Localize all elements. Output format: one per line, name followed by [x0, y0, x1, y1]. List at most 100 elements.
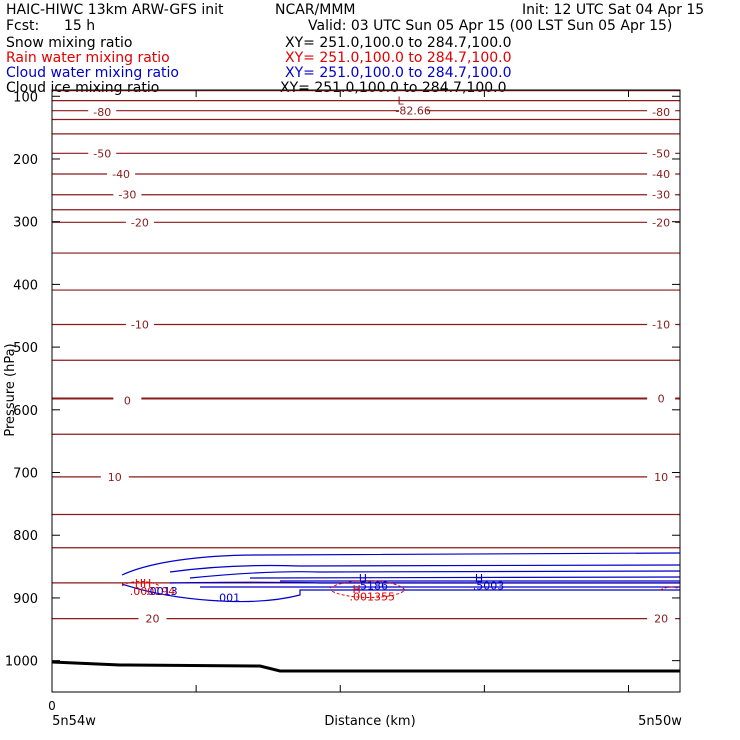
- header-init: Init: 12 UTC Sat 04 Apr 15: [522, 2, 705, 18]
- isotherm-line: [51, 617, 681, 620]
- isotherm-line: [51, 109, 681, 112]
- contour-label-bg: [125, 318, 154, 331]
- contour-label-bg: [88, 105, 117, 118]
- isotherm-line: [51, 323, 681, 326]
- isotherm-label: -40: [112, 168, 130, 181]
- x-zero-label: 0: [48, 699, 56, 713]
- y-tick-label: 100: [13, 90, 38, 105]
- y-tick-label: 300: [13, 216, 38, 231]
- field-name-cloud-water: Cloud water mixing ratio: [6, 65, 179, 81]
- field-name-cloud-ice: Cloud ice mixing ratio: [6, 80, 160, 96]
- isotherm-label: -80: [93, 106, 111, 119]
- contour-label-bg: [113, 188, 142, 201]
- isotherm-label: -50: [652, 147, 670, 160]
- rain-water-contours: [121, 580, 681, 598]
- isotherm-label: -30: [118, 189, 136, 202]
- isotherm-label: -20: [131, 216, 149, 229]
- extremum-label: HH: [135, 577, 152, 590]
- header-valid: Valid: 03 UTC Sun 05 Apr 15 (00 LST Sun …: [308, 18, 673, 34]
- isotherm-line: [51, 289, 681, 292]
- extremum-label: .001: [216, 591, 241, 604]
- isotherm-label: -82.66: [395, 105, 430, 118]
- y-tick-label: 700: [13, 467, 38, 482]
- extremum-label: H: [475, 572, 483, 585]
- y-tick-label: 500: [13, 341, 38, 356]
- field-xy-cloud-water: XY= 251.0,100.0 to 284.7,100.0: [285, 65, 512, 81]
- isotherm-label: -40: [652, 168, 670, 181]
- header-fcst-value: 15 h: [64, 18, 96, 34]
- contour-label-bg: [647, 168, 676, 181]
- contour-label-bg: [113, 394, 142, 407]
- isotherm-label: -80: [652, 106, 670, 119]
- isotherm-line: [51, 546, 681, 549]
- isotherm-line: [51, 152, 681, 155]
- contour-label-bg: [125, 216, 154, 229]
- isotherm-line: [51, 99, 681, 102]
- cloud-contour-1: [169, 564, 681, 573]
- extremum-label: .000194: [130, 585, 176, 598]
- isotherm-label: 20: [654, 613, 668, 626]
- contour-label-bg: [647, 216, 676, 229]
- contour-label-bg: [647, 612, 676, 625]
- isotherm-label: -20: [652, 216, 670, 229]
- cloud-contour-2: [189, 570, 681, 579]
- isotherm-line: [51, 221, 681, 224]
- contour-label-bg: [647, 188, 676, 201]
- x-axis-title: Distance (km): [324, 714, 415, 729]
- header-fcst-label: Fcst:: [6, 18, 40, 34]
- contour-labels: -80 -80-82.66-50 -50-40 -40-30 -30-20 -20-10-…: [88, 95, 676, 626]
- isotherm-line: [51, 252, 681, 255]
- y-axis-title: Pressure (hPa): [3, 343, 18, 436]
- isotherm-label: 0: [124, 394, 131, 407]
- isotherm-label: -50: [93, 147, 111, 160]
- field-xy-snow: XY= 251.0,100.0 to 284.7,100.0: [285, 35, 512, 51]
- contour-label-bg: [647, 105, 676, 118]
- extremum-label: .001355: [350, 591, 396, 604]
- field-xy-rain: XY= 251.0,100.0 to 284.7,100.0: [285, 50, 512, 66]
- extremum-label: L: [397, 95, 404, 108]
- isotherm-label: -10: [652, 319, 670, 332]
- plot-frame: [51, 89, 681, 693]
- isotherm-label: 20: [145, 613, 159, 626]
- isotherm-line: [51, 513, 681, 516]
- terrain-line: [51, 660, 680, 673]
- y-tick-label: 200: [13, 153, 38, 168]
- y-tick-label: 600: [13, 404, 38, 419]
- cloud-contour-outer: [121, 552, 681, 576]
- contour-label-bg: [100, 470, 129, 483]
- cloud-contour-3: [249, 576, 681, 579]
- isotherm-line: [51, 208, 681, 211]
- x-start-label: 5n54w: [52, 714, 96, 729]
- contour-label-bg: [88, 147, 117, 160]
- contour-label-bg: [647, 392, 676, 405]
- isotherm-line: [51, 397, 681, 400]
- y-tick-label: 900: [13, 592, 38, 607]
- isotherm-line: [51, 172, 681, 176]
- extremum-label: H: [352, 583, 360, 596]
- field-xy-cloud-ice: XY= 251.0,100.0 to 284.7,100.0: [280, 80, 507, 96]
- extremum-label: .0013: [146, 585, 178, 598]
- rain-contour-center: [329, 580, 406, 598]
- contour-label-bg: [647, 470, 676, 483]
- isotherm-line: [51, 118, 681, 121]
- extremum-label: .5186: [357, 579, 389, 592]
- extremum-label: H: [359, 572, 367, 585]
- contour-label-bg: [138, 612, 167, 625]
- cloud-contour-lower: [121, 583, 680, 603]
- header-center: NCAR/MMM: [275, 2, 356, 18]
- rain-contour-right: [659, 586, 681, 591]
- isotherm-line: [51, 193, 681, 196]
- header-title: HAIC-HIWC 13km ARW-GFS init: [6, 2, 224, 18]
- isotherm-label: 10: [654, 471, 668, 484]
- contour-label-bg: [647, 147, 676, 160]
- isotherm-label: -30: [652, 189, 670, 202]
- y-tick-label: 800: [13, 529, 38, 544]
- isotherm-line: [51, 132, 681, 135]
- isotherm-line: [51, 359, 681, 362]
- y-tick-label: 1000: [5, 655, 38, 670]
- isotherm-label: 0: [658, 393, 665, 406]
- rain-contour-left: [121, 581, 161, 587]
- x-end-label: 5n50w: [638, 714, 682, 729]
